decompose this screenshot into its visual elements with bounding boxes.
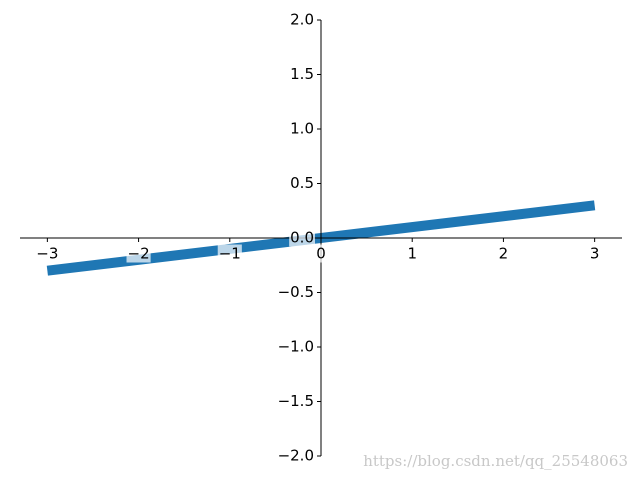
tick-label: 1 bbox=[407, 245, 417, 263]
tick-label-box bbox=[289, 119, 315, 138]
tick-label: 2 bbox=[499, 245, 509, 263]
tick-label-box bbox=[217, 244, 242, 263]
tick-label-box bbox=[126, 244, 151, 263]
tick-label-box bbox=[289, 174, 315, 192]
watermark: https://blog.csdn.net/qq_25548063 bbox=[363, 452, 628, 470]
tick-label: 1.5 bbox=[290, 65, 314, 83]
tick-label: −1.5 bbox=[278, 392, 314, 410]
tick-label-box bbox=[276, 446, 315, 465]
tick-label: −0.5 bbox=[278, 283, 314, 301]
tick-label: 0 bbox=[316, 245, 326, 263]
tick-label: −1.0 bbox=[278, 338, 314, 356]
tick-label-box bbox=[588, 244, 601, 263]
tick-label: 0.5 bbox=[290, 174, 314, 192]
tick-label-box bbox=[497, 244, 510, 263]
tick-label-box bbox=[289, 228, 315, 247]
tick-labels: −3 −2 −1 0 1 2 3 −2.0 −1.5 −1.0 −0.5 0.0 0.5 1.0 1.5 2.… bbox=[35, 10, 601, 465]
tick-label-box bbox=[406, 244, 418, 263]
tick-label: 3 bbox=[590, 245, 600, 263]
tick-label-box bbox=[35, 244, 60, 263]
tick-label: −2.0 bbox=[278, 447, 314, 465]
tick-label-box bbox=[276, 337, 315, 356]
tick-label: −1 bbox=[219, 245, 241, 263]
tick-label: 1.0 bbox=[290, 120, 314, 138]
tick-label-box bbox=[276, 392, 315, 410]
tick-label: 0.0 bbox=[290, 229, 314, 247]
tick-label: 2.0 bbox=[290, 11, 314, 29]
tick-label-box bbox=[289, 65, 315, 83]
axes bbox=[20, 19, 622, 457]
tick-label-box bbox=[315, 244, 327, 263]
tick-label-box bbox=[276, 283, 315, 301]
tick-label-box bbox=[289, 10, 315, 29]
tick-label: −3 bbox=[36, 245, 58, 263]
tick-label: −2 bbox=[128, 245, 150, 263]
